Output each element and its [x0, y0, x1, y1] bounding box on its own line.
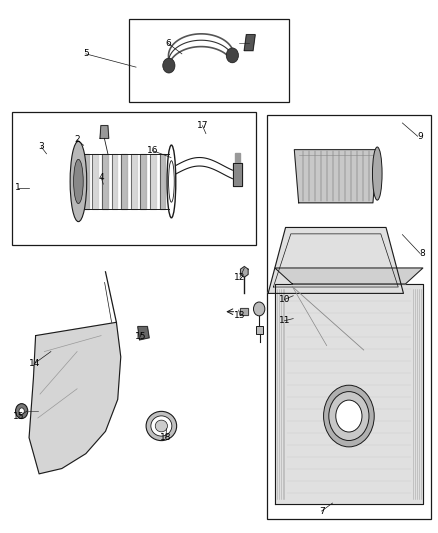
Ellipse shape	[70, 141, 87, 222]
Polygon shape	[275, 268, 423, 284]
Circle shape	[226, 48, 238, 63]
Circle shape	[254, 302, 265, 316]
Text: 12: 12	[234, 273, 246, 281]
Circle shape	[336, 400, 362, 432]
Polygon shape	[138, 327, 149, 340]
Text: 5: 5	[83, 50, 89, 58]
Polygon shape	[235, 153, 240, 163]
Text: 13: 13	[234, 311, 246, 320]
Polygon shape	[100, 126, 109, 139]
Polygon shape	[112, 154, 117, 209]
Polygon shape	[102, 154, 108, 209]
Text: 10: 10	[279, 295, 290, 304]
Ellipse shape	[146, 411, 177, 441]
Polygon shape	[159, 154, 166, 209]
Text: 18: 18	[160, 433, 172, 442]
Ellipse shape	[151, 416, 172, 436]
Bar	[256, 327, 263, 334]
Text: 2: 2	[74, 135, 80, 144]
Circle shape	[163, 58, 175, 73]
Polygon shape	[275, 284, 423, 504]
Text: 16: 16	[147, 146, 159, 155]
Text: 14: 14	[29, 359, 40, 368]
Polygon shape	[92, 154, 98, 209]
Text: 1: 1	[15, 183, 21, 192]
Text: 6: 6	[165, 39, 171, 48]
Bar	[267, 115, 431, 519]
Text: 9: 9	[417, 132, 423, 141]
Circle shape	[329, 392, 369, 440]
Polygon shape	[131, 154, 137, 209]
Polygon shape	[294, 150, 377, 203]
Polygon shape	[268, 228, 403, 293]
Polygon shape	[233, 163, 242, 186]
Text: 11: 11	[279, 316, 290, 325]
Text: 3: 3	[39, 142, 44, 151]
Polygon shape	[121, 154, 127, 209]
Text: 8: 8	[419, 249, 425, 258]
Text: 7: 7	[319, 506, 325, 515]
Bar	[130, 19, 289, 102]
Polygon shape	[244, 35, 255, 51]
Text: 4: 4	[98, 173, 104, 182]
Ellipse shape	[372, 147, 382, 200]
Text: 15: 15	[134, 332, 146, 341]
Polygon shape	[29, 322, 121, 474]
Ellipse shape	[155, 420, 167, 432]
Polygon shape	[141, 154, 146, 209]
Circle shape	[15, 403, 28, 418]
Ellipse shape	[74, 159, 83, 204]
Polygon shape	[83, 154, 88, 209]
Polygon shape	[240, 308, 248, 316]
Circle shape	[324, 385, 374, 447]
Circle shape	[19, 408, 24, 414]
Polygon shape	[240, 266, 248, 277]
Polygon shape	[150, 154, 156, 209]
Text: 15: 15	[13, 412, 25, 421]
Bar	[12, 112, 256, 245]
Text: 17: 17	[197, 121, 208, 130]
